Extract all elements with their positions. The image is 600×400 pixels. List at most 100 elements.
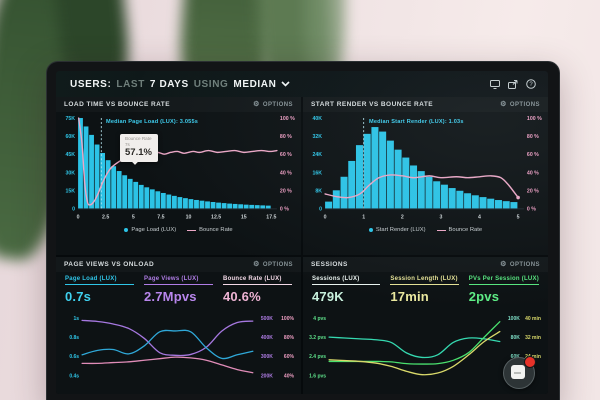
axis-tick-label: 60 % <box>527 152 539 158</box>
header-range-label: 7 DAYS <box>149 78 189 90</box>
legend-item: Bounce Rate <box>436 227 482 233</box>
load-time-chart-area: 75K 60K 45K 30K 15K 0 100 % 80 % 60 % 40 % 20 % 0 %… <box>56 112 301 235</box>
histogram-bar <box>371 127 379 209</box>
series-line <box>328 336 501 359</box>
axis-tick-label: 400K <box>261 335 273 341</box>
display-icon[interactable] <box>489 79 500 90</box>
series-line <box>81 319 254 357</box>
share-icon[interactable] <box>507 79 518 90</box>
axis-tick-label: 80 % <box>280 134 292 140</box>
panel-header: SESSIONS ⚙ OPTIONS <box>303 257 548 272</box>
axis-tick-label: 24K <box>312 152 322 158</box>
legend-label: Page Load (LUX) <box>131 227 177 234</box>
histogram-bar <box>83 126 89 209</box>
axis-tick-label: 5 <box>132 214 135 220</box>
panel-start-render: START RENDER VS BOUNCE RATE ⚙ OPTIONS 40… <box>303 97 548 255</box>
options-button[interactable]: ⚙ OPTIONS <box>253 101 293 108</box>
histogram-bar <box>417 171 425 209</box>
axis-tick-label: 40 min <box>525 316 541 322</box>
help-icon[interactable]: ? <box>525 79 536 90</box>
legend-item: Bounce Rate <box>187 227 233 233</box>
axis-tick-label: 12.5 <box>211 214 221 220</box>
histogram-bar <box>78 118 83 209</box>
chart-legend: Start Render (LUX) Bounce Rate <box>305 225 546 235</box>
options-label: OPTIONS <box>262 261 293 268</box>
series-dot-icon <box>124 228 129 233</box>
options-label: OPTIONS <box>509 101 540 108</box>
histogram-bar <box>210 202 216 209</box>
gear-icon: ⚙ <box>253 261 260 268</box>
options-button[interactable]: ⚙ OPTIONS <box>500 261 540 268</box>
panel-sessions: SESSIONS ⚙ OPTIONS Sessions (LUX) 479K S… <box>303 257 548 394</box>
histogram-bar <box>216 202 221 209</box>
metric-label: Sessions (LUX) <box>312 276 381 285</box>
axis-tick-label: 8K <box>315 188 322 194</box>
histogram-bar <box>205 201 210 209</box>
histogram-bar <box>105 160 111 209</box>
tooltip-value: 57.1% <box>125 146 152 158</box>
histogram-bar <box>94 144 100 209</box>
histogram-bar <box>456 190 464 209</box>
histogram-bar <box>166 194 172 209</box>
options-button[interactable]: ⚙ OPTIONS <box>500 101 540 108</box>
gear-icon: ⚙ <box>500 261 507 268</box>
svg-text:?: ? <box>529 82 533 88</box>
notification-badge <box>524 356 536 368</box>
panel-page-views: PAGE VIEWS VS ONLOAD ⚙ OPTIONS Page Load… <box>56 257 301 394</box>
chevron-down-icon <box>280 79 291 90</box>
histogram-bar <box>155 191 161 209</box>
metric-label: Session Length (LUX) <box>390 276 459 285</box>
histogram-bar <box>227 203 233 209</box>
histogram-bar <box>479 197 487 209</box>
series-line-icon <box>187 229 197 232</box>
histogram-bar <box>122 175 128 209</box>
histogram-bar <box>221 203 227 209</box>
options-button[interactable]: ⚙ OPTIONS <box>253 261 293 268</box>
chart-legend: Page Load (LUX) Bounce Rate <box>58 225 299 235</box>
histogram-bar <box>260 205 266 209</box>
axis-tick-label: 60 % <box>280 152 292 158</box>
metric-page-load: Page Load (LUX) 0.7s <box>65 276 134 306</box>
panel-header: LOAD TIME VS BOUNCE RATE ⚙ OPTIONS <box>56 97 301 112</box>
histogram-bar <box>89 134 94 209</box>
axis-tick-label: 3 <box>439 214 442 220</box>
axis-tick-label: 1.6 pvs <box>309 373 326 379</box>
panel-title: SESSIONS <box>311 261 348 268</box>
axis-tick-label: 1s <box>74 316 80 322</box>
axis-tick-label: 100 % <box>280 116 295 122</box>
panel-load-time: LOAD TIME VS BOUNCE RATE ⚙ OPTIONS 75K 60… <box>56 97 301 255</box>
metric-value: 479K <box>312 289 344 304</box>
histogram-bar <box>363 133 371 209</box>
histogram-bar <box>238 204 244 209</box>
gear-icon: ⚙ <box>500 101 507 108</box>
axis-tick-label: 20 % <box>280 188 292 194</box>
axis-tick-label: 16K <box>312 170 322 176</box>
histogram-bar <box>402 157 410 209</box>
median-dropdown[interactable]: MEDIAN <box>233 79 291 90</box>
series-line <box>81 356 254 374</box>
histogram-bar <box>379 131 387 209</box>
metric-row: Page Load (LUX) 0.7s Page Views (LUX) 2.… <box>56 272 301 307</box>
page-views-chart: 1s 0.8s 0.6s 0.4s 500K 100% 400K 80% 300K 60% 200K… <box>69 316 294 379</box>
histogram-bar <box>232 203 238 209</box>
histogram-bar <box>494 200 502 209</box>
axis-tick-label: 32K <box>312 134 322 140</box>
start-render-chart: 40K 32K 24K 16K 8K 0 100 % 80 % 60 % 40 % 20 % 0 % 0… <box>312 116 542 220</box>
chat-widget-button[interactable] <box>503 356 536 389</box>
axis-tick-label: 7.5 <box>157 214 164 220</box>
histogram-bar <box>100 152 105 209</box>
histogram-bar <box>332 190 340 209</box>
tooltip-sub: 7s <box>125 141 130 147</box>
axis-tick-label: 200K <box>261 373 273 379</box>
metric-row: Sessions (LUX) 479K Session Length (LUX)… <box>303 272 548 307</box>
laptop: USERS: LAST 7 DAYS USING MEDIAN <box>46 61 560 400</box>
axis-tick-label: 32 min <box>525 335 541 341</box>
histogram-bar <box>425 176 433 209</box>
axis-tick-label: 0 <box>72 206 75 212</box>
dashboard-screen: USERS: LAST 7 DAYS USING MEDIAN <box>56 71 548 394</box>
series-line <box>81 329 254 360</box>
axis-tick-label: 2 <box>401 214 404 220</box>
axis-tick-label: 80 % <box>527 134 539 140</box>
options-label: OPTIONS <box>509 261 540 268</box>
